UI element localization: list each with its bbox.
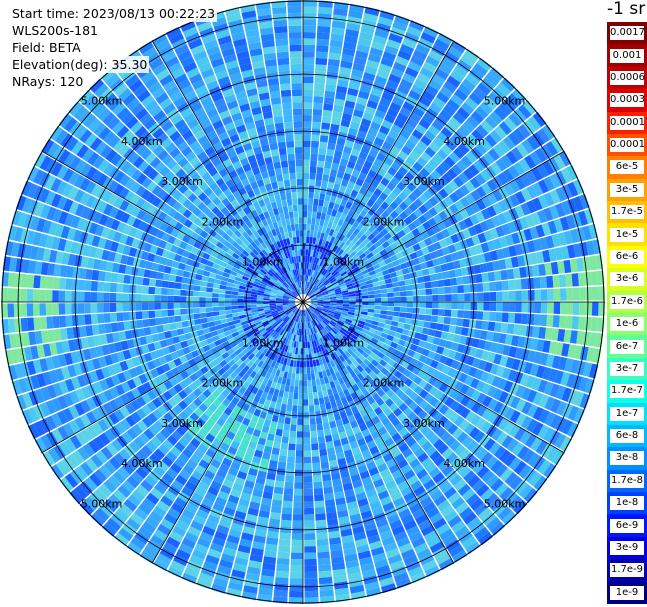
colorbar-swatch: 6e-5 — [607, 156, 647, 180]
device-text: WLS200s-181 — [12, 22, 100, 39]
colorbar-label: 6e-9 — [610, 518, 644, 533]
colorbar-label: 1e-6 — [610, 317, 644, 332]
colorbar-swatch: 1.7e-5 — [607, 201, 647, 224]
colorbar-label: 3e-5 — [610, 182, 644, 197]
colorbar-label: 1.7e-7 — [610, 384, 644, 399]
colorbar-label: 0.001 — [610, 48, 644, 63]
colorbar-label: 1.7e-6 — [610, 294, 644, 309]
colorbar-swatch: 1e-6 — [607, 313, 647, 336]
range-ring-label: 1.00km — [242, 256, 284, 269]
colorbar-swatch: 3e-9 — [607, 536, 647, 560]
range-ring-label: 2.00km — [363, 215, 405, 228]
colorbar-label: 1e-5 — [610, 227, 644, 242]
colorbar-label: 3e-6 — [610, 272, 644, 287]
range-ring-label: 1.00km — [242, 336, 284, 349]
colorbar-label: 1e-9 — [610, 585, 644, 600]
colorbar-swatch: 0.0003 — [607, 89, 647, 113]
range-ring-label: 5.00km — [81, 95, 123, 108]
colorbar-swatch: 3e-8 — [607, 447, 647, 471]
range-ring-label: 3.00km — [403, 417, 445, 430]
range-ring-label: 5.00km — [484, 498, 526, 511]
colorbar-label: 1.7e-8 — [610, 473, 644, 488]
colorbar-label: 3e-9 — [610, 541, 644, 556]
colorbar-swatch: 1e-8 — [607, 492, 647, 515]
azimuth-spokes — [1, 0, 605, 604]
range-ring-label: 2.00km — [363, 377, 405, 390]
elevation-text: Elevation(deg): 35.30 — [12, 56, 150, 73]
field-text: Field: BETA — [12, 39, 83, 56]
range-ring-label: 1.00km — [323, 336, 365, 349]
colorbar-label: 0.00017 — [610, 115, 647, 130]
colorbar-swatch: 0.001 — [607, 44, 647, 68]
colorbar-label: 1.7e-5 — [610, 205, 644, 220]
azimuth-spoke — [302, 150, 565, 303]
ppi-plot: 1.00km 1.00km 1.00km 1.00km 2.00km 2.00km 2.00… — [1, 0, 605, 604]
colorbar-label: 0.0001 — [610, 138, 645, 153]
range-ring-label: 3.00km — [403, 175, 445, 188]
range-ring-label: 3.00km — [161, 175, 203, 188]
azimuth-spoke — [41, 301, 304, 454]
colorbar-label: 6e-6 — [610, 250, 644, 265]
colorbar-swatch: 6e-8 — [607, 424, 647, 448]
colorbar-swatch: 0.0006 — [607, 66, 647, 90]
colorbar-swatch: 6e-7 — [607, 335, 647, 359]
range-ring-label: 5.00km — [81, 498, 123, 511]
colorbar-swatch: 3e-5 — [607, 178, 647, 202]
colorbar-swatch: 1e-9 — [607, 581, 647, 605]
colorbar-label: 1e-8 — [610, 496, 644, 511]
range-ring-label: 5.00km — [484, 95, 526, 108]
colorbar-swatch: 6e-6 — [607, 245, 647, 269]
azimuth-spoke — [302, 301, 455, 564]
range-ring-label: 2.00km — [202, 377, 244, 390]
colorbar-swatch: 6e-9 — [607, 514, 647, 538]
colorbar-swatch: 1.7e-6 — [607, 290, 647, 314]
colorbar-label: 6e-5 — [610, 160, 644, 175]
azimuth-spoke — [41, 150, 304, 303]
colorbar-swatch: 0.0001 — [607, 133, 647, 157]
range-ring-label: 2.00km — [202, 215, 244, 228]
colorbar-swatch: 3e-6 — [607, 268, 647, 292]
colorbar-swatch: 3e-7 — [607, 357, 647, 381]
azimuth-spoke — [151, 40, 304, 303]
colorbar-label: 6e-7 — [610, 339, 644, 354]
azimuth-spoke — [302, 40, 455, 303]
range-ring-label: 4.00km — [121, 135, 163, 148]
colorbar-swatch: 1.7e-9 — [607, 559, 647, 583]
colorbar-swatch: 0.0017 — [607, 22, 647, 45]
colorbar: 0.0017 0.001 0.0006 0.0003 0.00017 0.0001 6e-5… — [607, 22, 647, 605]
start-time-text: Start time: 2023/08/13 00:22:23 — [12, 5, 218, 22]
range-ring-label: 3.00km — [161, 417, 203, 430]
nrays-text: NRays: 120 — [12, 73, 86, 90]
colorbar-swatch: 1e-7 — [607, 402, 647, 426]
scan-info: Start time: 2023/08/13 00:22:23 WLS200s-… — [12, 5, 218, 90]
range-ring-label: 1.00km — [323, 256, 365, 269]
colorbar-label: 0.0003 — [610, 93, 645, 108]
range-ring-label: 4.00km — [443, 457, 485, 470]
colorbar-label: 3e-8 — [610, 451, 644, 466]
colorbar-label: 6e-8 — [610, 429, 644, 444]
azimuth-spoke — [151, 301, 304, 564]
colorbar-swatch: 1.7e-7 — [607, 380, 647, 404]
colorbar-swatch: 0.00017 — [607, 111, 647, 135]
range-ring-label: 4.00km — [121, 457, 163, 470]
range-ring-label: 4.00km — [443, 135, 485, 148]
colorbar-label: 0.0006 — [610, 70, 645, 85]
colorbar-label: 1.7e-9 — [610, 563, 644, 578]
colorbar-swatch: 1.7e-8 — [607, 469, 647, 493]
ppi-data — [1, 0, 605, 604]
colorbar-label: 0.0017 — [610, 26, 645, 41]
colorbar-swatch: 1e-5 — [607, 223, 647, 247]
colorbar-label: 3e-7 — [610, 361, 644, 376]
colorbar-unit: -1 sr — [607, 0, 646, 19]
azimuth-spoke — [302, 301, 565, 454]
colorbar-label: 1e-7 — [610, 406, 644, 421]
